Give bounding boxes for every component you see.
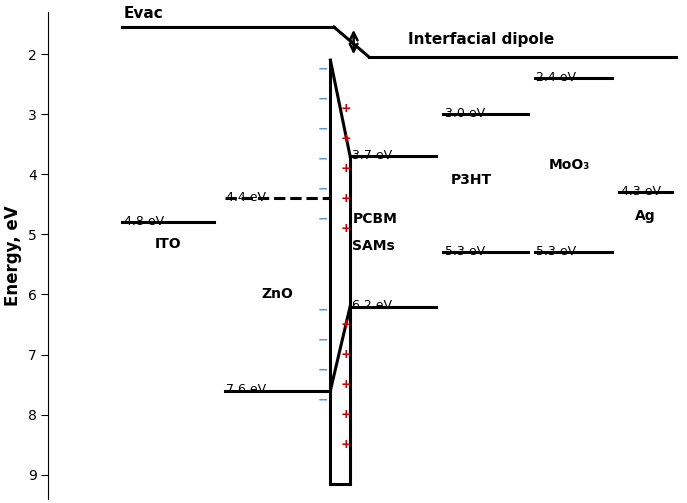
Text: 2.4 eV: 2.4 eV — [537, 71, 576, 84]
Text: ZnO: ZnO — [262, 288, 293, 301]
Text: +: + — [341, 192, 351, 205]
Text: 3.0 eV: 3.0 eV — [444, 107, 485, 120]
Text: 5.3 eV: 5.3 eV — [537, 245, 576, 258]
Text: −: − — [318, 363, 328, 376]
Text: −: − — [318, 183, 328, 196]
Text: SAMs: SAMs — [352, 239, 394, 254]
Text: ITO: ITO — [155, 237, 181, 252]
Text: +: + — [341, 348, 351, 361]
Text: 5.3 eV: 5.3 eV — [444, 245, 485, 258]
Text: −: − — [318, 93, 328, 106]
Text: Evac: Evac — [124, 6, 164, 21]
Text: +: + — [341, 408, 351, 421]
Text: 4.8 eV: 4.8 eV — [124, 215, 164, 228]
Y-axis label: Energy, eV: Energy, eV — [4, 205, 22, 306]
Text: 3.7 eV: 3.7 eV — [352, 149, 392, 162]
Text: −: − — [318, 393, 328, 406]
Text: +: + — [341, 102, 351, 115]
Text: 4.3 eV: 4.3 eV — [621, 185, 661, 198]
Text: +: + — [341, 378, 351, 391]
Text: −: − — [318, 62, 328, 75]
Text: PCBM: PCBM — [353, 212, 398, 226]
Text: 7.6 eV: 7.6 eV — [226, 383, 266, 396]
Text: 6.2 eV: 6.2 eV — [352, 299, 392, 312]
Text: Interfacial dipole: Interfacial dipole — [408, 32, 554, 47]
Text: 4.4 eV: 4.4 eV — [226, 191, 266, 204]
Text: −: − — [318, 213, 328, 226]
Text: +: + — [341, 132, 351, 145]
Text: Ag: Ag — [635, 209, 656, 223]
Text: −: − — [318, 123, 328, 136]
Text: +: + — [341, 438, 351, 451]
Text: −: − — [318, 333, 328, 346]
Text: P3HT: P3HT — [451, 174, 492, 187]
Text: +: + — [341, 222, 351, 235]
Text: +: + — [341, 162, 351, 175]
Text: −: − — [318, 303, 328, 316]
Text: +: + — [341, 318, 351, 331]
Text: MoO₃: MoO₃ — [549, 158, 590, 172]
Text: −: − — [318, 153, 328, 166]
